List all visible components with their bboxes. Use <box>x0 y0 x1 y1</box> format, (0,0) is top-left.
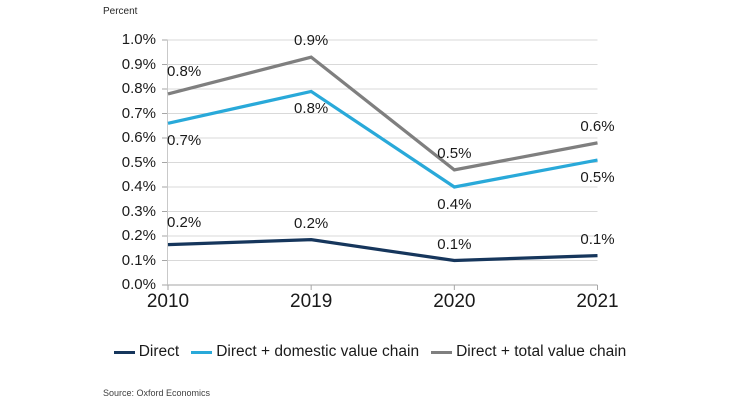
y-tick-label: 0.6% <box>121 129 156 146</box>
y-tick-label: 0.0% <box>121 276 156 293</box>
y-tick-label: 0.1% <box>121 251 156 269</box>
x-tick-label: 2021 <box>576 291 619 312</box>
data-label: 0.5% <box>437 144 472 162</box>
legend-swatch <box>191 350 213 354</box>
y-tick-label: 0.7% <box>121 104 156 122</box>
legend-entry: Direct + domestic value chain <box>191 343 419 361</box>
data-label: 0.7% <box>167 132 202 150</box>
legend-label: Direct <box>138 343 180 360</box>
data-label: 0.1% <box>437 235 472 253</box>
y-tick-label: 0.2% <box>121 227 156 244</box>
y-tick-label: 0.3% <box>121 202 156 220</box>
data-label: 0.9% <box>294 32 329 50</box>
y-tick-label: 0.5% <box>121 153 156 171</box>
y-tick-label: 0.9% <box>121 55 156 73</box>
x-tick-label: 2020 <box>433 291 476 312</box>
data-label: 0.8% <box>167 62 202 80</box>
y-tick-label: 0.4% <box>121 178 156 195</box>
y-tick-label: 0.8% <box>121 80 156 97</box>
data-label: 0.6% <box>580 117 615 135</box>
data-label: 0.5% <box>580 169 615 187</box>
data-label: 0.4% <box>437 196 472 213</box>
legend: Direct Direct + domestic value chain Direc… <box>0 343 740 361</box>
series-line <box>167 55 598 172</box>
series-line <box>167 238 598 263</box>
series-line <box>167 89 598 189</box>
legend-label: Direct + total value chain <box>456 343 627 360</box>
y-tick-label: 1.0% <box>121 31 156 48</box>
x-tick-label: 2019 <box>290 291 333 312</box>
source-note: Source: Oxford Economics <box>103 388 211 398</box>
data-label: 0.8% <box>294 100 329 118</box>
data-label: 0.1% <box>580 230 615 248</box>
legend-entry: Direct <box>113 343 180 361</box>
data-label: 0.2% <box>167 213 202 231</box>
legend-label: Direct + domestic value chain <box>216 343 420 360</box>
x-tick-label: 2010 <box>146 291 190 312</box>
legend-swatch <box>113 350 135 354</box>
data-label: 0.2% <box>294 214 329 232</box>
legend-entry: Direct + total value chain <box>431 343 626 361</box>
legend-swatch <box>431 350 453 354</box>
y-axis-title: Percent <box>103 6 138 17</box>
